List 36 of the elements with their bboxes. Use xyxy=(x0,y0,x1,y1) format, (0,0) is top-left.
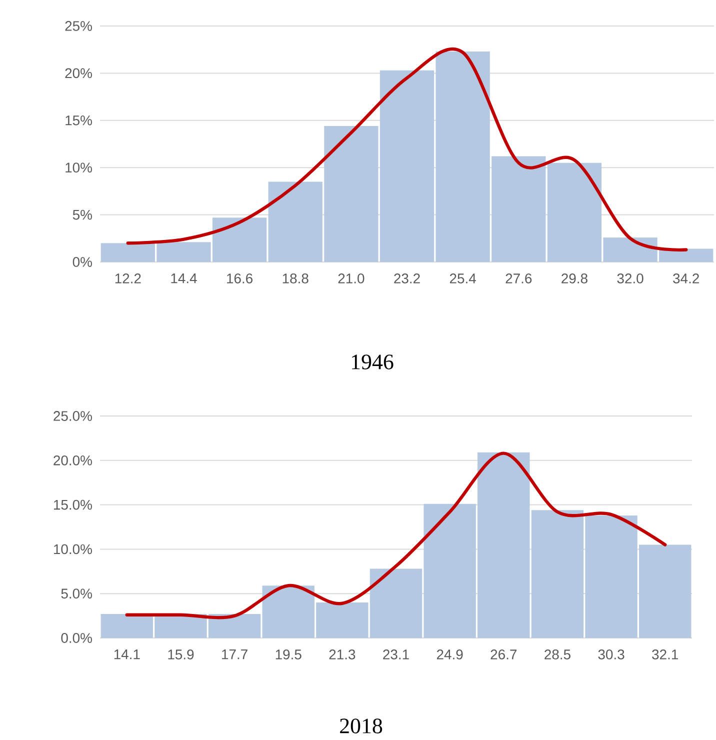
y-tick-label: 0.0% xyxy=(61,633,92,643)
y-tick-label: 20.0% xyxy=(54,455,92,466)
x-tick-label: 18.8 xyxy=(282,274,308,284)
x-tick-label: 34.2 xyxy=(673,274,699,284)
x-tick-label: 14.1 xyxy=(114,650,140,660)
x-tick-label: 16.6 xyxy=(227,274,253,284)
x-tick-label: 29.8 xyxy=(562,274,588,284)
x-tick-label: 32.1 xyxy=(652,650,678,660)
x-tick-label: 32.0 xyxy=(617,274,644,284)
text: 1946 xyxy=(352,354,394,370)
y-tick-label: 15% xyxy=(66,115,92,126)
x-tick-label: 23.1 xyxy=(383,650,409,660)
x-tick-label: 28.5 xyxy=(544,650,570,660)
x-tick-label: 26.7 xyxy=(490,650,517,660)
x-tick-label: 30.3 xyxy=(598,650,624,660)
x-tick-label: 12.2 xyxy=(115,274,141,284)
y-tick-label: 0% xyxy=(72,257,92,267)
x-tick-label: 25.4 xyxy=(450,274,476,284)
y-tick-label: 5.0% xyxy=(61,588,92,599)
x-tick-label: 23.2 xyxy=(394,274,420,284)
y-tick-label: 25% xyxy=(65,21,92,31)
x-tick-label: 21.3 xyxy=(329,650,356,660)
x-tick-label: 14.4 xyxy=(171,274,197,284)
y-tick-label: 25.0% xyxy=(54,411,92,421)
x-tick-label: 19.5 xyxy=(276,650,302,660)
y-tick-label: 5% xyxy=(72,210,92,220)
y-tick-label: 10.0% xyxy=(54,544,92,554)
y-tick-label: 20% xyxy=(65,68,92,78)
text: 2018 xyxy=(340,718,382,734)
x-tick-label: 15.9 xyxy=(168,650,194,660)
x-tick-label: 24.9 xyxy=(436,650,463,660)
x-tick-label: 17.7 xyxy=(222,650,248,660)
x-tick-label: 21.0 xyxy=(338,274,364,284)
y-tick-label: 10% xyxy=(66,162,92,173)
x-tick-label: 27.6 xyxy=(506,274,532,284)
y-tick-label: 15.0% xyxy=(54,500,92,510)
